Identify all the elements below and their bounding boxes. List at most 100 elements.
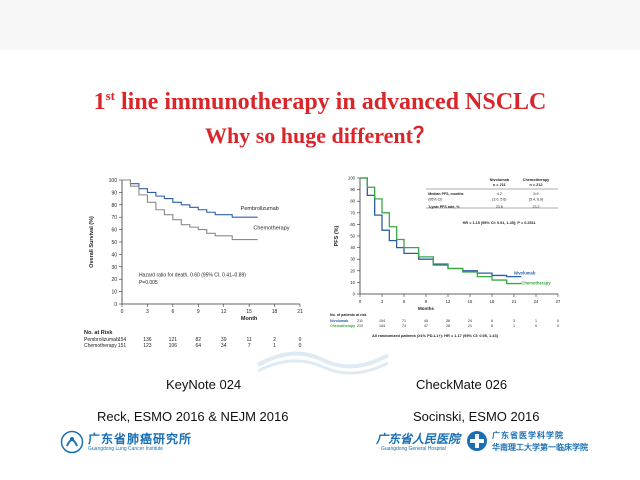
risk-count: 1 (513, 324, 515, 328)
risk-count: 0 (299, 343, 302, 349)
y-tick-label: 40 (350, 245, 355, 250)
x-tick-label: 24 (534, 299, 539, 304)
table-value: 5.9 (534, 192, 539, 196)
ggh-name: 广东省人民医院 (376, 432, 461, 446)
y-tick-label: 50 (350, 234, 355, 239)
risk-count: 154 (118, 337, 127, 343)
y-tick-label: 70 (350, 210, 355, 215)
y-tick-label: 80 (111, 203, 117, 209)
legend-pembrolizumab: Pembrolizumab (241, 206, 279, 212)
gdams-name: 广东省医学科学院 (492, 430, 564, 440)
x-tick-label: 3 (381, 299, 384, 304)
x-tick-label: 18 (490, 299, 495, 304)
watermark-logo (257, 351, 389, 375)
series-line-chemotherapy (360, 177, 522, 285)
risk-count: 0 (535, 324, 537, 328)
table-n: n = 212 (530, 183, 543, 187)
risk-count: 8 (491, 324, 493, 328)
x-axis-label: Months (418, 306, 434, 311)
table-value: (5.4, 6.9) (529, 198, 543, 202)
risk-count: 104 (379, 319, 385, 323)
risk-count: 7 (248, 343, 251, 349)
risk-row-label: Chemotherapy (330, 324, 355, 328)
risk-count: 211 (357, 319, 363, 323)
footer-text: All randomized patients (≥1% PD-L1†): HR… (372, 333, 499, 338)
legend-nivolumab: Nivolumab (514, 270, 536, 275)
x-tick-label: 6 (171, 309, 174, 315)
scut-name: 华南理工大学第一临床学院 (492, 442, 588, 452)
risk-count: 106 (169, 343, 178, 349)
y-tick-label: 30 (111, 265, 117, 271)
x-tick-label: 9 (197, 309, 200, 315)
table-value: 23.2 (533, 205, 540, 209)
risk-header: No. of patients at risk (330, 313, 367, 317)
series-line-pembrolizumab (122, 179, 258, 218)
risk-count: 47 (424, 324, 428, 328)
y-tick-label: 80 (350, 199, 355, 204)
series-line-chemotherapy (122, 179, 258, 241)
y-tick-label: 40 (111, 252, 117, 258)
table-value: 23.6 (496, 205, 503, 209)
x-tick-label: 12 (446, 299, 451, 304)
gdlci-name-en: Guangdong Lung Cancer Institute (88, 446, 164, 452)
risk-count: 123 (143, 343, 152, 349)
y-tick-label: 10 (111, 290, 117, 296)
x-tick-label: 21 (512, 299, 517, 304)
y-tick-label: 100 (109, 178, 118, 184)
risk-count: 144 (379, 324, 385, 328)
y-tick-label: 30 (350, 257, 355, 262)
y-axis-label: PFS (%) (334, 225, 340, 246)
y-tick-label: 10 (350, 280, 355, 285)
y-tick-label: 20 (111, 277, 117, 283)
ggh-name-en: Guangdong General Hospital (381, 446, 446, 452)
risk-count: 3 (513, 319, 515, 323)
hazard-ratio-text: HR = 1.15 (95% CI: 0.91, 1.45); P = 0.25… (463, 221, 536, 225)
x-tick-label: 27 (556, 299, 561, 304)
risk-count: 0 (299, 337, 302, 343)
risk-count: 74 (402, 324, 406, 328)
slide-subtitle: Why so huge different？ (205, 123, 435, 148)
gdlci-name: 广东省肺癌研究所 (88, 432, 193, 446)
top-bar (0, 0, 640, 50)
risk-count: 36 (446, 319, 450, 323)
gdams-logo-icon (467, 431, 487, 451)
x-axis-label: Month (241, 316, 258, 322)
y-tick-label: 60 (111, 228, 117, 234)
risk-count: 64 (196, 343, 202, 349)
risk-count: 21 (468, 324, 472, 328)
risk-count: 1 (535, 319, 537, 323)
y-tick-label: 0 (114, 302, 117, 308)
risk-count: 0 (557, 319, 559, 323)
legend-chemotherapy: Chemotherapy (253, 226, 289, 232)
table-value: 4.2 (497, 192, 502, 196)
x-tick-label: 6 (403, 299, 406, 304)
x-tick-label: 12 (221, 309, 227, 315)
hazard-ratio-text: Hazard ratio for death, 0.60 (95% CI, 0.… (139, 273, 246, 279)
y-tick-label: 90 (111, 190, 117, 196)
risk-count: 2 (273, 337, 276, 343)
x-tick-label: 15 (246, 309, 252, 315)
y-tick-label: 0 (353, 292, 356, 297)
left-reference: Reck, ESMO 2016 & NEJM 2016 (97, 409, 289, 424)
table-row-label: 1-year PFS rate, % (428, 205, 460, 209)
risk-count: 71 (402, 319, 406, 323)
x-tick-label: 15 (468, 299, 473, 304)
risk-count: 212 (357, 324, 363, 328)
x-tick-label: 18 (272, 309, 278, 315)
risk-row-label: Chemotherapy (84, 343, 117, 349)
risk-count: 6 (491, 319, 493, 323)
slide: 1st line immunotherapy in advanced NSCLC… (0, 50, 640, 470)
table-header: Chemotherapy (523, 178, 550, 182)
x-tick-label: 21 (297, 309, 303, 315)
risk-header: No. at Risk (84, 330, 113, 336)
gdlci-logo-icon (60, 430, 84, 454)
table-row-label: Median PFS, months (428, 192, 463, 196)
risk-count: 1 (273, 343, 276, 349)
y-tick-label: 70 (111, 215, 117, 221)
risk-count: 39 (221, 337, 227, 343)
risk-count: 34 (221, 343, 227, 349)
legend-chemotherapy: Chemotherapy (521, 281, 551, 286)
risk-count: 121 (169, 337, 178, 343)
risk-row-label: Nivolumab (330, 319, 349, 323)
